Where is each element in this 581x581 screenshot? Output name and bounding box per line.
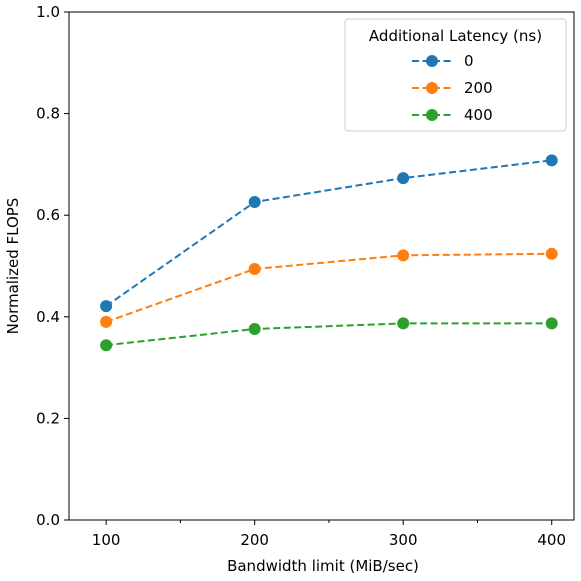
data-point-0 [397,172,410,185]
legend-marker-400 [426,109,438,121]
plot-frame [68,11,575,521]
y-tick-label: 0.2 [36,409,60,427]
data-point-200 [545,247,558,260]
data-point-0 [248,195,261,208]
data-point-200 [248,263,261,276]
x-tick-label: 400 [537,531,566,549]
data-point-0 [100,300,113,313]
x-tick-label: 200 [240,531,269,549]
data-point-200 [397,249,410,262]
y-tick-label: 0.6 [36,206,60,224]
legend-label-0: 0 [464,52,474,70]
x-tick-label: 100 [92,531,121,549]
data-point-0 [545,154,558,167]
data-point-400 [545,317,558,330]
legend-box [344,18,567,132]
series-line-0 [105,159,552,307]
y-tick-label: 1.0 [36,3,60,21]
axes-layer: 0.0 0.2 0.4 0.6 0.8 1.0 100 200 300 400 [36,3,575,549]
series-layer [100,154,558,352]
legend-label-200: 200 [464,79,493,97]
series-line-400 [105,322,552,347]
legend-title: Additional Latency (ns) [369,27,542,45]
data-point-400 [100,339,113,352]
y-tick-label: 0.0 [36,511,60,529]
x-axis-label: Bandwidth limit (MiB/sec) [227,557,419,575]
x-tick-label: 300 [389,531,418,549]
legend-label-400: 400 [464,106,493,124]
legend: Additional Latency (ns) 0 200 400 [344,18,567,132]
legend-marker-0 [426,55,438,67]
data-point-400 [397,317,410,330]
y-tick-label: 0.8 [36,105,60,123]
y-tick-label: 0.4 [36,308,60,326]
legend-marker-200 [426,82,438,94]
data-point-200 [100,315,113,328]
series-line-200 [105,252,552,323]
y-axis-label: Normalized FLOPS [4,198,22,335]
data-point-400 [248,322,261,335]
